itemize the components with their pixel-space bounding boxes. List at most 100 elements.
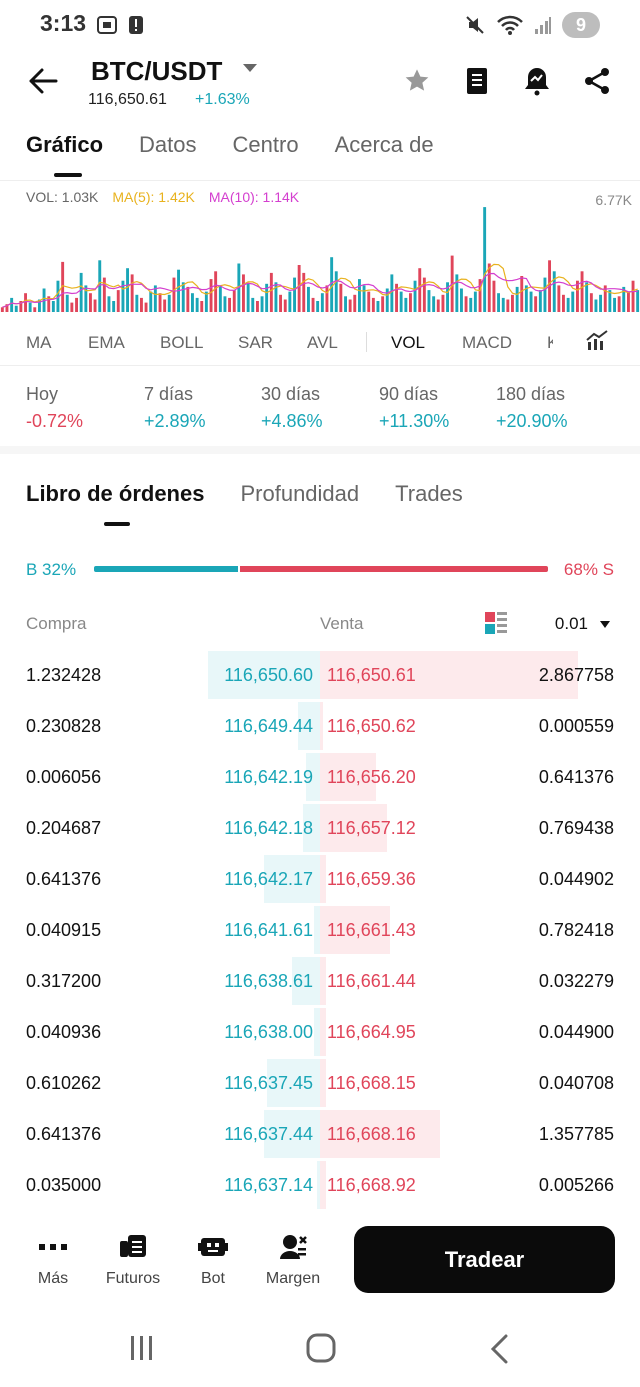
- table-row[interactable]: 0.641376 116,642.17 116,659.36 0.044902: [0, 855, 640, 906]
- volume-bar: [79, 272, 83, 312]
- period-label: 90 días: [379, 384, 439, 404]
- volume-bar: [353, 294, 357, 312]
- status-time: 3:13: [40, 10, 87, 36]
- indicator-settings-icon[interactable]: [586, 330, 608, 357]
- volume-bar: [38, 299, 41, 312]
- volume-bar: [404, 297, 408, 312]
- bid-price: 116,642.17: [224, 869, 313, 889]
- period-value: +20.90%: [496, 411, 568, 431]
- table-row[interactable]: 1.232428 116,650.60 116,650.61 2.867758: [0, 651, 640, 702]
- bid-depth-bar: [317, 1161, 320, 1209]
- table-row[interactable]: 0.230828 116,649.44 116,650.62 0.000559: [0, 702, 640, 753]
- wifi-icon: [497, 15, 523, 35]
- tab-acerca-de[interactable]: Acerca de: [334, 132, 434, 157]
- volume-bar: [617, 296, 621, 312]
- ask-quantity: 0.040708: [538, 1073, 614, 1093]
- volume-bar: [70, 302, 74, 312]
- recent-apps-icon[interactable]: [128, 1334, 156, 1367]
- table-row[interactable]: 0.641376 116,637.44 116,668.16 1.357785: [0, 1110, 640, 1161]
- volume-bar: [140, 297, 143, 312]
- sell-ratio-bar: [240, 566, 548, 572]
- volume-bar: [320, 293, 324, 312]
- indicator-macd[interactable]: MACD: [462, 333, 513, 352]
- notebook-icon[interactable]: [460, 64, 494, 98]
- tab-libro-de-ordenes[interactable]: Libro de órdenes: [26, 481, 205, 506]
- tab-centro[interactable]: Centro: [232, 132, 299, 157]
- volume-bar: [260, 296, 264, 312]
- volume-bar: [232, 290, 236, 312]
- volume-bar: [218, 285, 222, 312]
- volume-bar: [14, 305, 18, 312]
- volume-bar: [112, 301, 116, 312]
- volume-bar: [348, 299, 352, 312]
- more-button[interactable]: Más: [13, 1232, 93, 1288]
- indicator-boll[interactable]: BOLL: [160, 333, 204, 352]
- table-row[interactable]: 0.610262 116,637.45 116,668.15 0.040708: [0, 1059, 640, 1110]
- bot-button[interactable]: Bot: [173, 1232, 253, 1288]
- indicator-vol[interactable]: VOL: [391, 333, 426, 352]
- share-icon[interactable]: [580, 64, 614, 98]
- price-alert-icon[interactable]: [520, 64, 554, 98]
- tab-datos[interactable]: Datos: [139, 132, 197, 157]
- period-label: 7 días: [144, 384, 194, 404]
- bid-depth-bar: [303, 804, 320, 852]
- section-separator: [0, 446, 640, 454]
- indicator-ema[interactable]: EMA: [88, 333, 125, 352]
- volume-bar: [636, 290, 640, 312]
- trade-button[interactable]: Tradear: [354, 1226, 615, 1293]
- volume-bar: [562, 294, 565, 312]
- volume-bar: [5, 304, 9, 312]
- table-row[interactable]: 0.035000 116,637.14 116,668.92 0.005266: [0, 1161, 640, 1212]
- table-row[interactable]: 0.006056 116,642.19 116,656.20 0.641376: [0, 753, 640, 804]
- tab-profundidad[interactable]: Profundidad: [240, 481, 360, 506]
- back-nav-icon[interactable]: [488, 1334, 512, 1369]
- notification-badge: 9: [562, 12, 600, 38]
- pair-title[interactable]: BTC/USDT: [91, 56, 223, 86]
- tab-trades[interactable]: Trades: [395, 481, 463, 506]
- volume-bar: [56, 280, 60, 312]
- sell-ratio: 68% S: [563, 560, 614, 579]
- alert-icon: [129, 16, 143, 34]
- volume-bar: [589, 293, 593, 312]
- price-change: +1.63%: [195, 91, 250, 108]
- volume-bar: [10, 297, 14, 312]
- precision-select[interactable]: 0.01: [555, 614, 610, 634]
- ask-quantity: 0.005266: [538, 1175, 614, 1195]
- period-label: 180 días: [496, 384, 566, 404]
- home-icon[interactable]: [306, 1333, 336, 1368]
- ask-depth-bar: [320, 957, 326, 1005]
- pair-dropdown-icon[interactable]: [243, 64, 257, 72]
- ask-depth-bar: [320, 1059, 326, 1107]
- tab-grafico[interactable]: Gráfico: [26, 132, 103, 158]
- table-row[interactable]: 0.204687 116,642.18 116,657.12 0.769438: [0, 804, 640, 855]
- volume-bar: [460, 288, 463, 312]
- volume-bar: [204, 291, 208, 312]
- indicator-sar[interactable]: SAR: [238, 333, 273, 352]
- star-icon[interactable]: [400, 64, 434, 98]
- futures-button[interactable]: Futuros: [93, 1232, 173, 1288]
- bot-label: Bot: [200, 1270, 225, 1287]
- margin-button[interactable]: Margen: [253, 1232, 333, 1288]
- back-arrow-icon[interactable]: [26, 66, 60, 96]
- table-row[interactable]: 0.040915 116,641.61 116,661.43 0.782418: [0, 906, 640, 957]
- layout-toggle-icon[interactable]: [484, 611, 508, 640]
- bid-price: 116,649.44: [224, 716, 313, 736]
- chevron-down-icon: [600, 620, 610, 628]
- table-row[interactable]: 0.317200 116,638.61 116,661.44 0.032279: [0, 957, 640, 1008]
- volume-chart[interactable]: [0, 200, 640, 312]
- volume-bar: [256, 301, 259, 312]
- volume-bar: [566, 297, 570, 312]
- table-row[interactable]: 0.040936 116,638.00 116,664.95 0.044900: [0, 1008, 640, 1059]
- ask-price: 116,664.95: [327, 1022, 416, 1042]
- indicator-k[interactable]: K: [547, 333, 553, 352]
- volume-bar: [126, 268, 129, 312]
- volume-bar: [529, 291, 533, 312]
- volume-bar: [158, 293, 162, 312]
- bid-quantity: 1.232428: [26, 665, 102, 685]
- volume-bar: [487, 263, 491, 312]
- volume-bar: [334, 271, 338, 312]
- indicator-avl[interactable]: AVL: [307, 333, 338, 352]
- period-180d: 180 días +20.90%: [496, 384, 568, 432]
- main-tabs: Gráfico Datos Centro Acerca de: [26, 132, 470, 158]
- indicator-ma[interactable]: MA: [26, 333, 52, 352]
